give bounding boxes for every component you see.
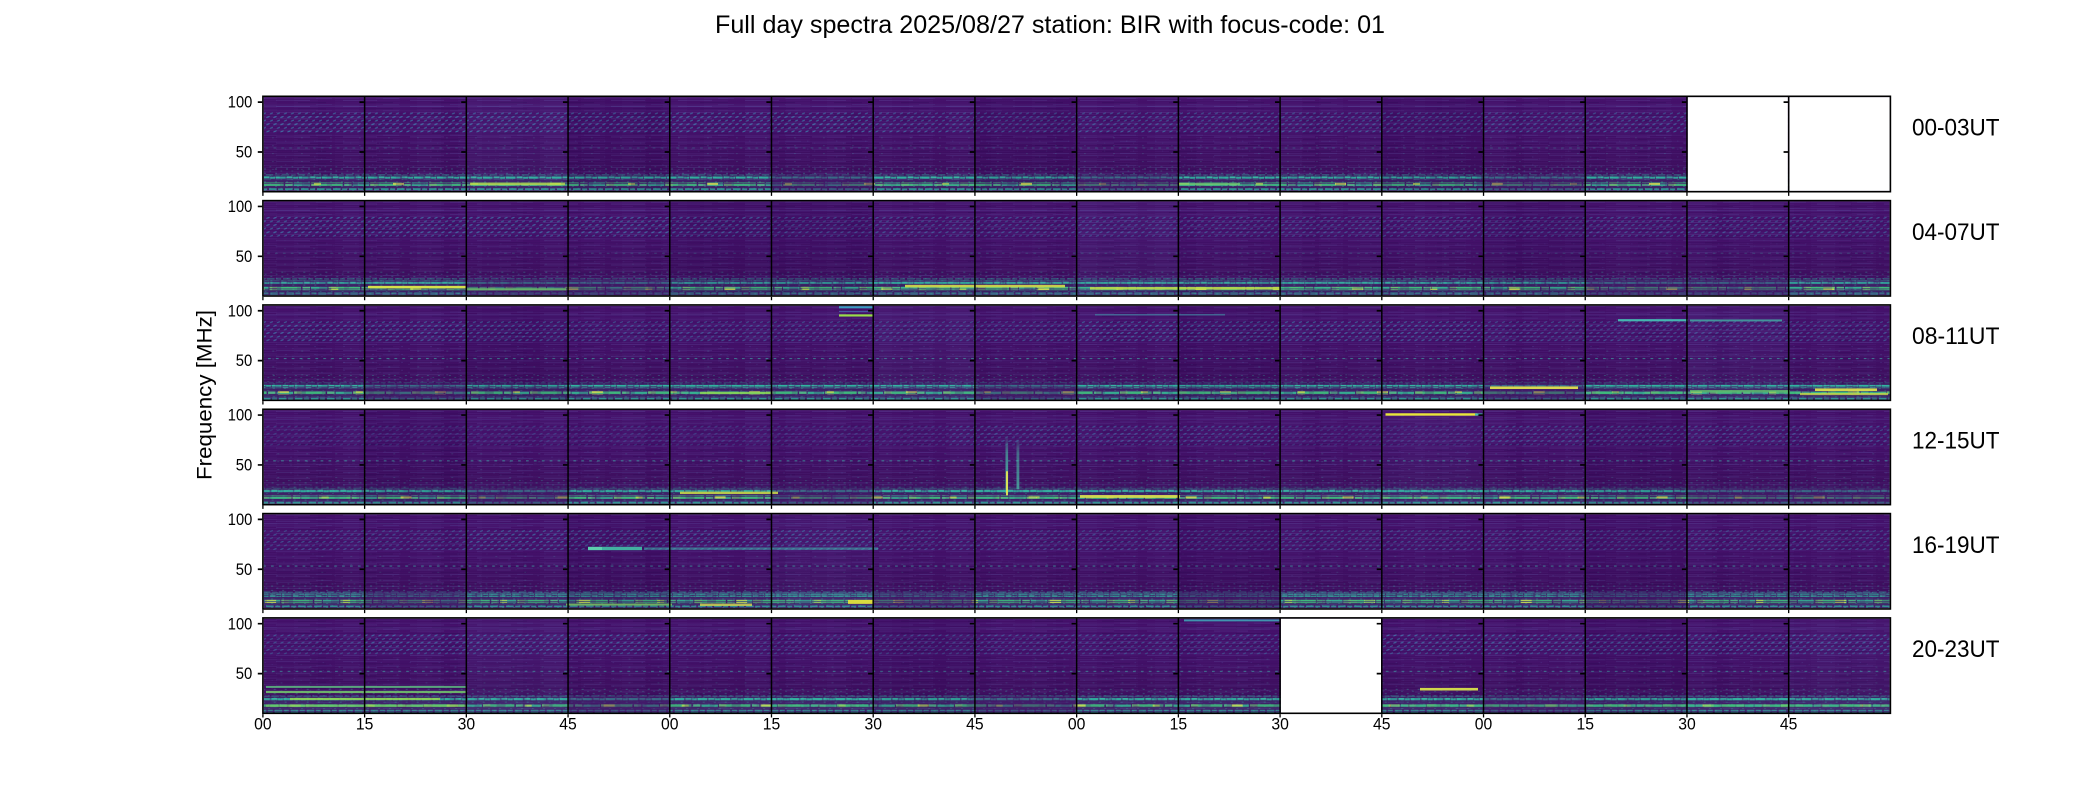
svg-text:00: 00 <box>661 716 679 734</box>
svg-text:45: 45 <box>1373 716 1391 734</box>
svg-text:16-19UT: 16-19UT <box>1912 532 2000 559</box>
svg-text:50: 50 <box>236 561 253 579</box>
svg-text:30: 30 <box>458 716 476 734</box>
svg-text:15: 15 <box>1576 716 1594 734</box>
svg-text:45: 45 <box>966 716 984 734</box>
svg-text:04-07UT: 04-07UT <box>1912 219 2000 246</box>
svg-text:45: 45 <box>1780 716 1798 734</box>
svg-text:50: 50 <box>236 248 253 266</box>
svg-text:15: 15 <box>1170 716 1188 734</box>
svg-text:45: 45 <box>559 716 577 734</box>
svg-text:50: 50 <box>236 457 253 475</box>
svg-text:00: 00 <box>254 716 272 734</box>
svg-text:100: 100 <box>228 615 253 633</box>
svg-text:50: 50 <box>236 665 253 683</box>
svg-text:15: 15 <box>356 716 374 734</box>
svg-text:50: 50 <box>236 144 253 162</box>
svg-text:00: 00 <box>1068 716 1086 734</box>
svg-text:30: 30 <box>1271 716 1289 734</box>
svg-text:12-15UT: 12-15UT <box>1912 428 2000 455</box>
svg-text:100: 100 <box>228 302 253 320</box>
svg-text:50: 50 <box>236 352 253 370</box>
svg-text:Frequency [MHz]: Frequency [MHz] <box>192 310 217 480</box>
svg-text:00-03UT: 00-03UT <box>1912 115 2000 142</box>
svg-text:15: 15 <box>763 716 781 734</box>
svg-text:30: 30 <box>1678 716 1696 734</box>
svg-text:08-11UT: 08-11UT <box>1912 323 2000 350</box>
svg-text:100: 100 <box>228 94 253 112</box>
svg-text:100: 100 <box>228 511 253 529</box>
svg-text:Full day spectra 2025/08/27 st: Full day spectra 2025/08/27 station: BIR… <box>715 11 1385 39</box>
svg-text:100: 100 <box>228 407 253 425</box>
svg-text:30: 30 <box>864 716 882 734</box>
svg-text:00: 00 <box>1475 716 1493 734</box>
svg-text:100: 100 <box>228 198 253 216</box>
svg-text:20-23UT: 20-23UT <box>1912 636 2000 663</box>
